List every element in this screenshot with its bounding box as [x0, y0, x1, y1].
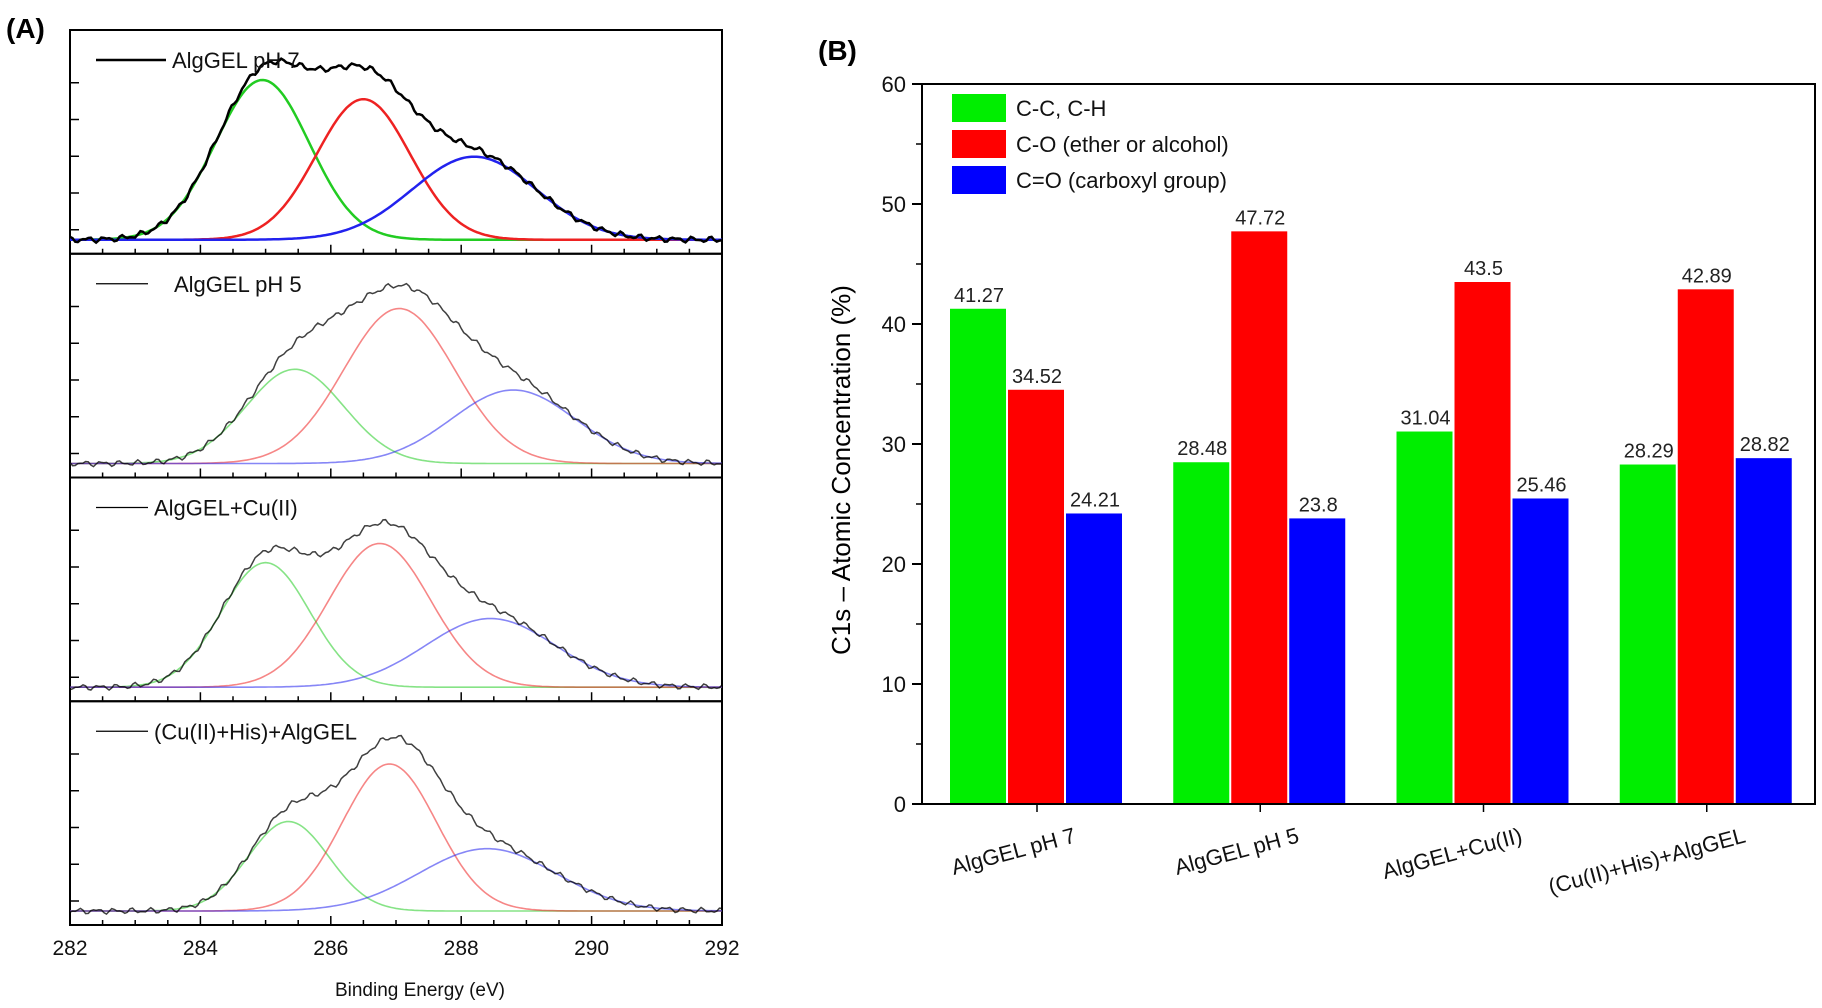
- panel-b-bar-chart: (B) 41.27 34.52 24.21 28.48 47.72 23.8 31.04 43…: [818, 35, 1816, 900]
- bar-0-1: [1008, 389, 1064, 804]
- x-tick-label: 292: [704, 937, 739, 960]
- bar-value-label: 23.8: [1299, 494, 1338, 516]
- bar-3-0: [1619, 464, 1676, 804]
- bar-value-label: 28.48: [1177, 438, 1227, 460]
- bar-value-label: 28.29: [1624, 441, 1674, 463]
- bar-value-label: 47.72: [1235, 207, 1285, 229]
- bar-value-label: 43.5: [1464, 258, 1503, 280]
- bar-2-0: [1396, 431, 1453, 804]
- fit-peak-c-eq-o: [70, 155, 722, 241]
- bar-1-2: [1289, 518, 1346, 804]
- bar-value-label: 25.46: [1516, 474, 1566, 496]
- x-tick-label: 288: [444, 937, 479, 960]
- panel-a-x-axis-label: Binding Energy (eV): [335, 980, 505, 1001]
- subplot-legend-label: AlgGEL pH 7: [172, 48, 300, 73]
- spectrum-subplot: AlgGEL pH 5: [69, 252, 723, 479]
- bar-0-0: [950, 308, 1006, 804]
- fit-peak-c-c: [70, 561, 722, 689]
- legend-label: C-C, C-H: [1016, 96, 1106, 121]
- y-tick-label: 60: [882, 72, 906, 97]
- bar-3-2: [1735, 458, 1792, 804]
- bar-0-2: [1066, 513, 1122, 804]
- bar-2-1: [1454, 282, 1511, 804]
- x-tick-label: 290: [574, 937, 609, 960]
- category-label: AlgGEL+Cu(II): [1380, 823, 1525, 884]
- spectrum-envelope: [69, 57, 723, 245]
- bar-1-1: [1231, 231, 1288, 805]
- fit-peak-c-eq-o: [70, 389, 722, 465]
- subplot-legend-label: AlgGEL pH 5: [174, 272, 302, 297]
- y-tick-label: 20: [882, 552, 906, 577]
- fit-peak-c-eq-o: [70, 617, 722, 688]
- legend-swatch: [952, 94, 1006, 122]
- spectrum-subplot: AlgGEL pH 7: [69, 29, 723, 255]
- y-tick-label: 40: [882, 312, 906, 337]
- bar-value-label: 28.82: [1740, 434, 1790, 456]
- bar-3-1: [1677, 289, 1734, 804]
- y-tick-label: 0: [894, 792, 906, 817]
- bar-value-label: 31.04: [1400, 408, 1450, 430]
- spectrum-envelope: [69, 282, 722, 468]
- y-tick-label: 10: [882, 672, 906, 697]
- spectrum-subplot: (Cu(II)+His)+AlgGEL: [69, 700, 723, 926]
- subplot-legend-label: (Cu(II)+His)+AlgGEL: [154, 719, 357, 744]
- spectrum-envelope: [69, 734, 723, 916]
- subplot-legend-label: AlgGEL+Cu(II): [154, 496, 298, 521]
- x-tick-label: 286: [313, 937, 348, 960]
- panel-b-y-axis-label: C1s – Atomic Concentration (%): [826, 285, 856, 655]
- bar-2-2: [1512, 498, 1569, 804]
- bar-value-label: 42.89: [1682, 265, 1732, 287]
- fit-peak-c-o: [70, 307, 722, 465]
- fit-peak-c-o: [70, 542, 722, 688]
- category-label: (Cu(II)+His)+AlgGEL: [1546, 823, 1749, 900]
- bar-value-label: 24.21: [1070, 489, 1120, 511]
- legend-swatch: [952, 166, 1006, 194]
- legend-label: C-O (ether or alcohol): [1016, 132, 1229, 157]
- category-label: AlgGEL pH 7: [949, 823, 1079, 880]
- panel-b-label: (B): [818, 35, 857, 66]
- y-tick-label: 50: [882, 192, 906, 217]
- fit-peak-c-eq-o: [70, 847, 722, 912]
- bar-value-label: 41.27: [954, 285, 1004, 307]
- legend-swatch: [952, 130, 1006, 158]
- legend-label: C=O (carboxyl group): [1016, 168, 1227, 193]
- fit-peak-c-c: [70, 820, 722, 912]
- x-tick-label: 282: [52, 937, 87, 960]
- fit-peak-c-o: [70, 763, 722, 912]
- spectrum-subplot: AlgGEL+Cu(II): [69, 476, 723, 703]
- spectrum-envelope: [69, 518, 723, 692]
- y-tick-label: 30: [882, 432, 906, 457]
- panel-a-label: (A): [6, 13, 45, 44]
- bar-value-label: 34.52: [1012, 366, 1062, 388]
- bar-1-0: [1173, 462, 1230, 804]
- x-tick-label: 284: [183, 937, 218, 960]
- panel-a-xps-spectra: (A) AlgGEL pH 7 AlgGEL pH 5 AlgGEL+Cu(II) (…: [6, 13, 740, 1001]
- fit-peak-c-c: [70, 78, 722, 242]
- category-label: AlgGEL pH 5: [1172, 823, 1302, 880]
